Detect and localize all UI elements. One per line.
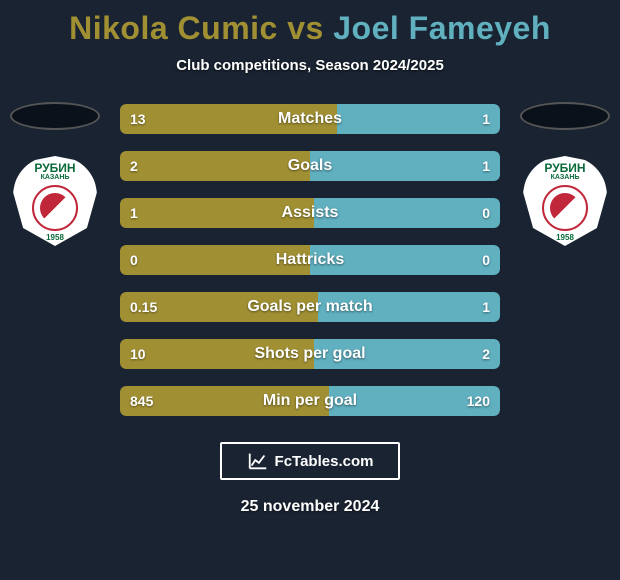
stat-value-left: 13: [130, 111, 146, 127]
stat-value-left: 0.15: [130, 299, 157, 315]
club-badge-year: 1958: [46, 233, 64, 242]
stat-bar-left: 2: [120, 151, 310, 181]
page-title: Nikola Cumic vs Joel Fameyeh: [0, 0, 620, 47]
stat-row: 0.151Goals per match: [120, 292, 500, 322]
content-area: РУБИН КАЗАНЬ 1958 РУБИН КАЗАНЬ: [0, 104, 620, 416]
player1-club-badge: РУБИН КАЗАНЬ 1958: [13, 156, 97, 246]
date-text: 25 november 2024: [0, 498, 620, 516]
stat-row: 21Goals: [120, 151, 500, 181]
stat-value-left: 845: [130, 393, 153, 409]
comparison-card: Nikola Cumic vs Joel Fameyeh Club compet…: [0, 0, 620, 580]
player2-club-badge: РУБИН КАЗАНЬ 1958: [523, 156, 607, 246]
stat-bar-left: 1: [120, 198, 314, 228]
stat-value-right: 1: [482, 158, 490, 174]
player1-column: РУБИН КАЗАНЬ 1958: [0, 104, 110, 246]
stat-value-right: 0: [482, 205, 490, 221]
stat-row: 131Matches: [120, 104, 500, 134]
stat-bar-right: 1: [310, 151, 500, 181]
stat-row: 00Hattricks: [120, 245, 500, 275]
club-badge-ring: [542, 185, 588, 231]
stat-value-right: 2: [482, 346, 490, 362]
chart-icon: [247, 450, 269, 472]
club-badge-ring: [32, 185, 78, 231]
footer-brand: FcTables.com: [220, 442, 400, 480]
player1-avatar-placeholder: [10, 102, 100, 130]
club-badge-top: РУБИН: [544, 162, 585, 174]
stat-bar-right: 2: [314, 339, 500, 369]
club-badge-shape: РУБИН КАЗАНЬ 1958: [13, 156, 97, 246]
stat-value-right: 120: [467, 393, 490, 409]
stat-bar-right: 0: [314, 198, 500, 228]
club-badge-swoosh: [40, 193, 70, 223]
stat-row: 845120Min per goal: [120, 386, 500, 416]
title-vs: vs: [287, 10, 324, 46]
stat-bar-left: 0.15: [120, 292, 318, 322]
subtitle: Club competitions, Season 2024/2025: [0, 57, 620, 74]
stat-value-left: 1: [130, 205, 138, 221]
stat-bar-left: 0: [120, 245, 310, 275]
stat-value-left: 0: [130, 252, 138, 268]
club-badge-swoosh: [550, 193, 580, 223]
stat-row: 102Shots per goal: [120, 339, 500, 369]
stat-row: 10Assists: [120, 198, 500, 228]
club-badge-shape: РУБИН КАЗАНЬ 1958: [523, 156, 607, 246]
stat-value-left: 2: [130, 158, 138, 174]
stat-bar-left: 13: [120, 104, 337, 134]
club-badge-sub: КАЗАНЬ: [551, 174, 580, 181]
title-player2: Joel Fameyeh: [333, 10, 551, 46]
stat-bar-right: 120: [329, 386, 500, 416]
player2-column: РУБИН КАЗАНЬ 1958: [510, 104, 620, 246]
club-badge-year: 1958: [556, 233, 574, 242]
stat-value-right: 0: [482, 252, 490, 268]
player2-avatar-placeholder: [520, 102, 610, 130]
stat-bar-left: 845: [120, 386, 329, 416]
stat-bar-left: 10: [120, 339, 314, 369]
stat-bars: 131Matches21Goals10Assists00Hattricks0.1…: [120, 104, 500, 416]
club-badge-top: РУБИН: [34, 162, 75, 174]
title-player1: Nikola Cumic: [69, 10, 278, 46]
stat-bar-right: 0: [310, 245, 500, 275]
club-badge-sub: КАЗАНЬ: [41, 174, 70, 181]
footer-brand-text: FcTables.com: [275, 453, 374, 470]
stat-bar-right: 1: [318, 292, 500, 322]
stat-bar-right: 1: [337, 104, 500, 134]
stat-value-left: 10: [130, 346, 146, 362]
stat-value-right: 1: [482, 299, 490, 315]
stat-value-right: 1: [482, 111, 490, 127]
